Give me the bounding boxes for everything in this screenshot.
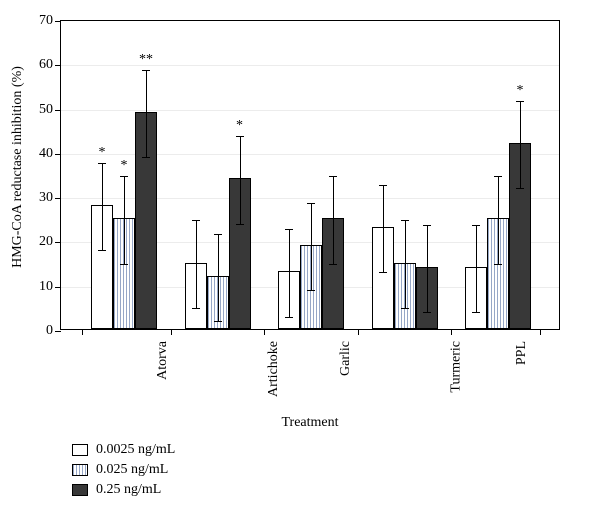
bar bbox=[278, 271, 300, 329]
legend-label: 0.25 ng/mL bbox=[96, 482, 161, 498]
chart-plot-area: 010203040506070AtorvaArtichokeGarlicTurm… bbox=[60, 20, 560, 330]
bar bbox=[394, 263, 416, 329]
bar bbox=[487, 218, 509, 329]
legend-item: 0.0025 ng/mL bbox=[72, 440, 175, 460]
legend-label: 0.025 ng/mL bbox=[96, 462, 168, 478]
legend-item: 0.025 ng/mL bbox=[72, 460, 175, 480]
bar bbox=[416, 267, 438, 329]
bar bbox=[465, 267, 487, 329]
bar bbox=[509, 143, 531, 329]
x-category-label: Atorva bbox=[155, 341, 171, 380]
x-category-label: Artichoke bbox=[265, 341, 281, 397]
x-category-label: PPL bbox=[514, 341, 530, 365]
significance-marker: * bbox=[517, 83, 524, 99]
bar bbox=[229, 178, 251, 329]
y-tick-label: 0 bbox=[23, 323, 53, 339]
significance-marker: * bbox=[236, 118, 243, 134]
legend-swatch bbox=[72, 464, 88, 476]
legend-label: 0.0025 ng/mL bbox=[96, 442, 175, 458]
x-axis-label: Treatment bbox=[60, 415, 560, 431]
x-category-label: Turmeric bbox=[448, 341, 464, 393]
x-category-label: Garlic bbox=[338, 341, 354, 376]
y-tick-label: 10 bbox=[23, 279, 53, 295]
y-tick-label: 60 bbox=[23, 57, 53, 73]
bar bbox=[300, 245, 322, 329]
bar bbox=[207, 276, 229, 329]
y-tick-label: 50 bbox=[23, 102, 53, 118]
bar bbox=[322, 218, 344, 329]
bar bbox=[185, 263, 207, 329]
significance-marker: * bbox=[121, 158, 128, 174]
legend-item: 0.25 ng/mL bbox=[72, 480, 175, 500]
bar bbox=[372, 227, 394, 329]
y-tick-label: 70 bbox=[23, 13, 53, 29]
legend-swatch bbox=[72, 444, 88, 456]
y-tick-label: 20 bbox=[23, 234, 53, 250]
y-tick-label: 30 bbox=[23, 190, 53, 206]
y-tick-label: 40 bbox=[23, 146, 53, 162]
bar bbox=[135, 112, 157, 329]
y-axis-label: HMG-CoA reductase inhibition (%) bbox=[10, 0, 26, 167]
legend-swatch bbox=[72, 484, 88, 496]
significance-marker: ** bbox=[139, 52, 153, 68]
bar bbox=[113, 218, 135, 329]
bar bbox=[91, 205, 113, 329]
significance-marker: * bbox=[99, 145, 106, 161]
legend: 0.0025 ng/mL 0.025 ng/mL 0.25 ng/mL bbox=[72, 440, 175, 500]
